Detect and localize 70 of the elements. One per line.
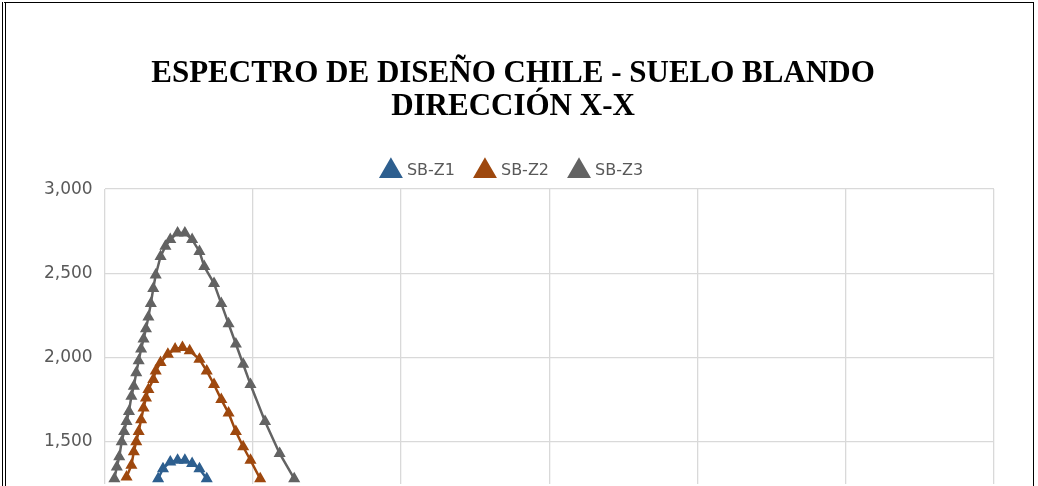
point: [194, 245, 205, 255]
point: [150, 269, 161, 279]
point: [143, 383, 154, 393]
point: [135, 414, 147, 424]
point: [116, 435, 127, 446]
point: [140, 323, 152, 333]
legend-label: SB-Z3: [595, 160, 644, 180]
y-tick-label: 2,500: [44, 261, 93, 282]
point: [138, 333, 149, 343]
point: [135, 343, 147, 353]
point: [245, 378, 256, 388]
point: [165, 233, 176, 244]
point: [238, 358, 249, 368]
point: [187, 233, 198, 244]
point: [223, 407, 234, 417]
legend-label: SB-Z2: [500, 160, 550, 180]
point: [208, 378, 220, 388]
point: [216, 297, 227, 308]
point: [160, 240, 171, 250]
point: [169, 343, 181, 353]
point: [187, 457, 198, 468]
point: [179, 454, 190, 464]
point: [201, 365, 212, 375]
point: [121, 415, 132, 425]
point: [199, 260, 210, 271]
point: [230, 425, 242, 436]
point: [230, 338, 242, 348]
point: [274, 447, 285, 457]
point: [114, 451, 125, 461]
point: [145, 297, 156, 308]
point: [165, 456, 176, 466]
chart-title: ESPECTRO DE DISEÑO CHILE - SUELO BLANDO DIRECCIÓN X-X: [151, 54, 875, 122]
point: [111, 461, 122, 471]
point: [138, 402, 149, 412]
point: [140, 392, 152, 402]
point: [208, 277, 220, 287]
y-tick-label: 1,500: [44, 430, 93, 451]
point: [150, 365, 161, 375]
point: [131, 366, 142, 377]
point: [172, 454, 183, 464]
point: [179, 227, 190, 237]
point: [155, 250, 166, 260]
point: [128, 380, 139, 390]
point: [133, 355, 144, 365]
point: [148, 373, 159, 383]
point: [131, 435, 142, 446]
point: [259, 415, 271, 425]
point: [216, 393, 227, 404]
y-tick-label: 2,000: [44, 345, 93, 366]
point: [128, 446, 139, 456]
point: [162, 348, 173, 358]
point: [133, 425, 144, 436]
point: [126, 459, 137, 469]
point: [109, 473, 120, 483]
legend-label: SB-Z1: [406, 160, 455, 180]
y-tick-label: 3,000: [44, 177, 93, 198]
point: [194, 353, 205, 363]
point: [123, 405, 135, 415]
point: [126, 390, 137, 400]
point: [245, 454, 256, 464]
point: [121, 471, 132, 481]
point: [177, 341, 188, 351]
point: [223, 318, 234, 328]
point: [148, 282, 159, 292]
point: [143, 311, 154, 321]
point: [118, 425, 130, 436]
point: [157, 462, 169, 473]
point: [194, 462, 205, 473]
point: [152, 473, 164, 483]
point: [155, 356, 166, 367]
